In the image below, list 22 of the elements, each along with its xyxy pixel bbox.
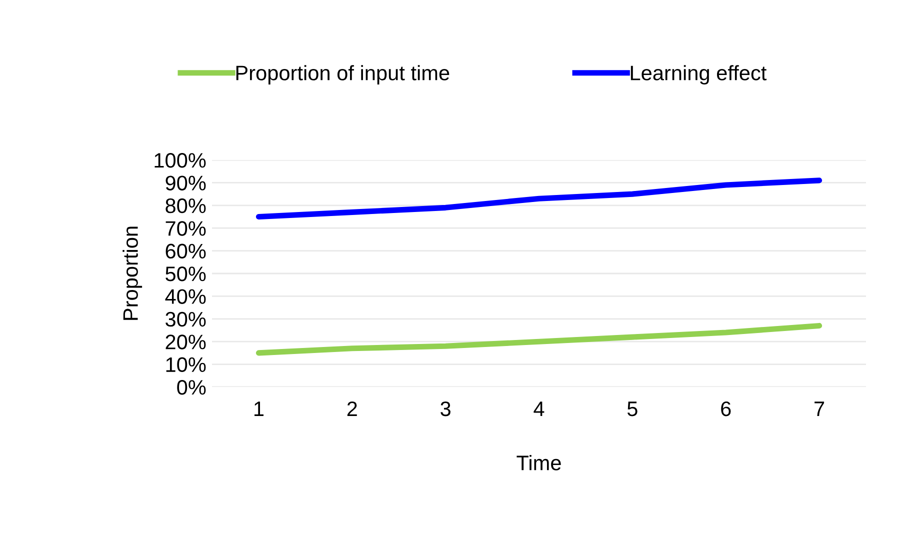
y-tick-label: 10% bbox=[166, 357, 206, 372]
y-tick-label: 80% bbox=[166, 198, 206, 214]
y-tick-label: 50% bbox=[166, 266, 206, 282]
y-tick-label: 100% bbox=[154, 153, 206, 168]
y-axis-title: Proportion bbox=[122, 226, 142, 320]
y-tick-label: 60% bbox=[166, 244, 206, 259]
x-tick-label: 7 bbox=[814, 402, 824, 416]
y-tick-label: 40% bbox=[165, 289, 206, 304]
x-tick-label: 3 bbox=[440, 401, 450, 416]
y-tick-label: 30% bbox=[166, 312, 206, 327]
legend-label: Learning effect bbox=[630, 65, 767, 84]
x-tick-label: 6 bbox=[721, 401, 731, 416]
y-tick-label: 70% bbox=[166, 221, 206, 236]
x-tick-label: 1 bbox=[254, 402, 264, 416]
y-tick-label: 20% bbox=[166, 334, 206, 350]
y-tick-label: 0% bbox=[177, 380, 206, 395]
x-tick-label: 2 bbox=[347, 401, 357, 416]
x-tick-label: 4 bbox=[534, 402, 544, 416]
x-axis-title: Time bbox=[516, 455, 561, 470]
legend-label: Proportion of input time bbox=[236, 65, 450, 84]
x-tick-label: 5 bbox=[627, 402, 638, 416]
y-tick-label: 90% bbox=[166, 176, 206, 190]
